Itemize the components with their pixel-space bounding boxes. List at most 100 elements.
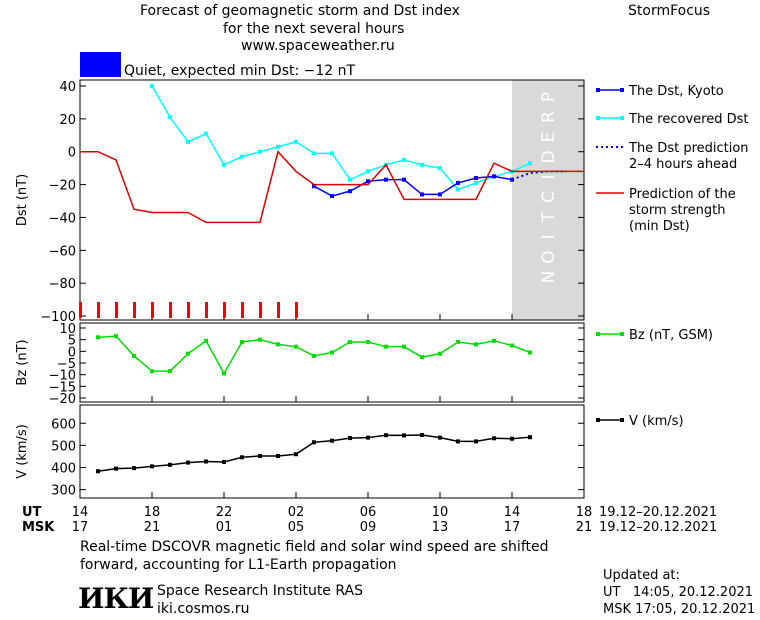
- data-point: [294, 139, 298, 144]
- data-point: [150, 84, 154, 88]
- data-point: [438, 192, 442, 197]
- y-tick-label: 300: [51, 484, 76, 499]
- data-point: [420, 355, 424, 360]
- data-point: [132, 354, 136, 358]
- red-storm-tick: [241, 302, 244, 318]
- data-point: [510, 177, 514, 182]
- data-point: [366, 435, 370, 440]
- data-point: [456, 187, 460, 192]
- legend-label: Prediction of the: [629, 187, 736, 202]
- data-point: [474, 180, 478, 185]
- data-point: [492, 436, 496, 441]
- chart-title-line1: Forecast of geomagnetic storm and Dst in…: [140, 3, 460, 19]
- legend-marker: [596, 418, 600, 422]
- y-axis-label: Bz (nT): [15, 339, 30, 385]
- data-point: [240, 154, 244, 159]
- data-point: [474, 176, 478, 180]
- data-point: [456, 340, 460, 344]
- prediction-letter: N: [539, 271, 559, 284]
- prediction-letter: T: [539, 211, 559, 223]
- y-tick-label: 400: [51, 461, 76, 476]
- y-tick-label: −5: [57, 357, 76, 372]
- legend-marker: [620, 88, 624, 92]
- data-point: [312, 151, 316, 156]
- msk-tick-label: 21: [144, 520, 161, 535]
- prediction-letter: O: [539, 250, 559, 263]
- prediction-letter: R: [539, 111, 559, 123]
- data-point: [330, 151, 334, 156]
- y-tick-label: −40: [49, 211, 76, 226]
- data-point: [492, 338, 496, 343]
- msk-tick-label: 17: [504, 520, 521, 535]
- series-line: [313, 175, 513, 197]
- red-storm-tick: [277, 302, 280, 318]
- panel-frame: [79, 322, 585, 403]
- data-point: [240, 455, 244, 460]
- data-point: [474, 439, 478, 444]
- data-point: [96, 469, 100, 474]
- prediction-letter: I: [539, 174, 559, 179]
- msk-date-range: 19.12–20.12.2021: [599, 520, 717, 535]
- prediction-letter: E: [539, 132, 559, 143]
- data-point: [312, 184, 316, 189]
- ut-tick-label: 02: [288, 505, 305, 520]
- prediction-letter: P: [539, 92, 559, 102]
- brand-name: StormFocus: [628, 3, 711, 19]
- y-tick-label: −15: [49, 380, 76, 395]
- ut-tick-label: 18: [576, 505, 593, 520]
- data-point: [312, 440, 316, 445]
- data-point: [168, 462, 172, 467]
- legend-marker: [596, 88, 600, 92]
- data-point: [258, 453, 262, 458]
- red-storm-tick: [133, 302, 136, 318]
- data-point: [240, 340, 244, 344]
- data-point: [348, 340, 352, 344]
- data-point: [456, 439, 460, 444]
- msk-tick-label: 13: [432, 520, 449, 535]
- ut-tick-label: 10: [432, 505, 449, 520]
- red-storm-tick: [205, 302, 208, 318]
- data-point: [492, 174, 496, 179]
- panel-frame: [79, 404, 585, 499]
- y-axis-label: Dst (nT): [15, 174, 30, 226]
- red-storm-tick: [187, 302, 190, 318]
- data-point: [528, 350, 532, 355]
- data-point: [402, 344, 406, 349]
- legend-label: (min Dst): [629, 219, 690, 234]
- site-url[interactable]: www.spaceweather.ru: [241, 38, 395, 54]
- ut-tick-label: 18: [144, 505, 161, 520]
- data-point: [150, 464, 154, 469]
- data-point: [510, 343, 514, 348]
- legend-marker: [620, 116, 624, 120]
- y-tick-label: −80: [49, 277, 76, 292]
- data-point: [456, 180, 460, 185]
- y-tick-label: 600: [51, 417, 76, 432]
- y-tick-label: −100: [40, 310, 76, 325]
- data-point: [438, 351, 442, 356]
- red-storm-tick: [79, 302, 82, 318]
- legend-label: The recovered Dst: [628, 112, 748, 127]
- y-tick-label: 500: [51, 439, 76, 454]
- data-point: [420, 162, 424, 167]
- data-point: [168, 369, 172, 374]
- ut-tick-label: 22: [216, 505, 233, 520]
- data-point: [438, 166, 442, 171]
- legend-label: The Dst prediction: [628, 141, 749, 156]
- data-point: [258, 337, 262, 342]
- legend-marker: [620, 418, 624, 422]
- data-point: [204, 131, 208, 136]
- y-tick-label: −20: [49, 392, 76, 407]
- data-point: [276, 144, 280, 149]
- legend-label: 2–4 hours ahead: [629, 157, 737, 172]
- red-storm-tick: [259, 302, 262, 318]
- prediction-letter: C: [539, 191, 559, 203]
- data-point: [294, 344, 298, 349]
- data-point: [96, 335, 100, 340]
- msk-tick-label: 09: [360, 520, 377, 535]
- red-storm-tick: [115, 302, 118, 318]
- data-point: [258, 149, 262, 154]
- institute-site[interactable]: iki.cosmos.ru: [157, 601, 250, 617]
- msk-tick-label: 05: [288, 520, 305, 535]
- footnote-line2: forward, accounting for L1-Earth propaga…: [80, 557, 397, 573]
